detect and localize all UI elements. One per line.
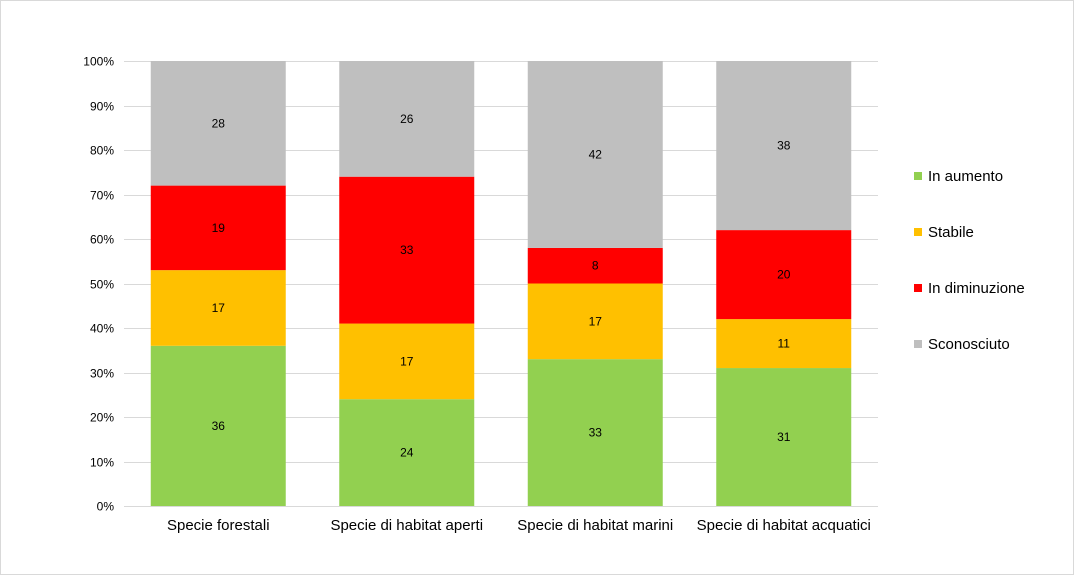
bar-segment: [339, 176, 475, 324]
x-category-label: Specie forestali: [167, 517, 270, 534]
y-tick-label: 100%: [83, 55, 114, 69]
x-category-label: Specie di habitat marini: [517, 517, 673, 534]
y-tick-label: 70%: [90, 189, 114, 203]
y-tick-label: 60%: [90, 233, 114, 247]
data-label: 24: [400, 446, 414, 460]
legend: In aumento Stabile In diminuzione Sconosciu…: [914, 168, 1025, 353]
bar-segment: [339, 399, 475, 506]
x-category-label: Specie di habitat acquatici: [697, 517, 871, 534]
bar-segment: [150, 345, 286, 506]
data-label: 17: [589, 314, 603, 328]
bar-segment: [150, 185, 286, 271]
bar-segment: [527, 247, 663, 284]
data-label: 42: [589, 147, 603, 161]
y-tick-label: 30%: [90, 367, 114, 381]
data-label: 17: [400, 354, 414, 368]
bars: 36 17 19 28 24 17 33 26 33 17 8 42 31 11 20 38: [150, 61, 852, 506]
bar-segment: [716, 319, 852, 369]
legend-label: Stabile: [928, 224, 974, 241]
bar-segment: [527, 283, 663, 360]
legend-swatch: [914, 228, 922, 236]
data-label: 31: [777, 430, 791, 444]
legend-swatch: [914, 172, 922, 180]
legend-swatch: [914, 284, 922, 292]
y-tick-label: 50%: [90, 278, 114, 292]
bar-segment: [716, 230, 852, 320]
y-tick-label: 40%: [90, 322, 114, 336]
data-label: 26: [400, 112, 414, 126]
legend-label: Sconosciuto: [928, 336, 1010, 353]
legend-label: In aumento: [928, 168, 1003, 185]
y-tick-label: 90%: [90, 100, 114, 114]
y-tick-label: 0%: [97, 500, 115, 514]
x-axis-category-labels: Specie forestali Specie di habitat aperti…: [167, 517, 871, 534]
legend-swatch: [914, 340, 922, 348]
bar-segment: [527, 61, 663, 248]
bar-segment: [150, 61, 286, 186]
data-label: 11: [778, 337, 791, 351]
legend-label: In diminuzione: [928, 280, 1025, 297]
data-label: 33: [589, 426, 603, 440]
x-category-label: Specie di habitat aperti: [330, 517, 483, 534]
bar-segment: [716, 61, 852, 231]
data-label: 38: [777, 139, 791, 153]
data-label: 8: [592, 259, 599, 273]
bar-segment: [339, 61, 475, 177]
data-label: 28: [212, 116, 226, 130]
bar-segment: [339, 323, 475, 400]
data-label: 20: [777, 268, 791, 282]
y-tick-label: 10%: [90, 456, 114, 470]
y-tick-label: 20%: [90, 411, 114, 425]
data-label: 33: [400, 243, 414, 257]
data-label: 19: [212, 221, 226, 235]
bar-segment: [527, 359, 663, 506]
bar-segment: [150, 270, 286, 346]
y-tick-label: 80%: [90, 144, 114, 158]
data-label: 17: [212, 301, 226, 315]
y-axis-tick-labels: 0% 10% 20% 30% 40% 50% 60% 70% 80% 90% 100%: [83, 55, 114, 514]
bar-segment: [716, 368, 852, 506]
data-label: 36: [212, 419, 226, 433]
